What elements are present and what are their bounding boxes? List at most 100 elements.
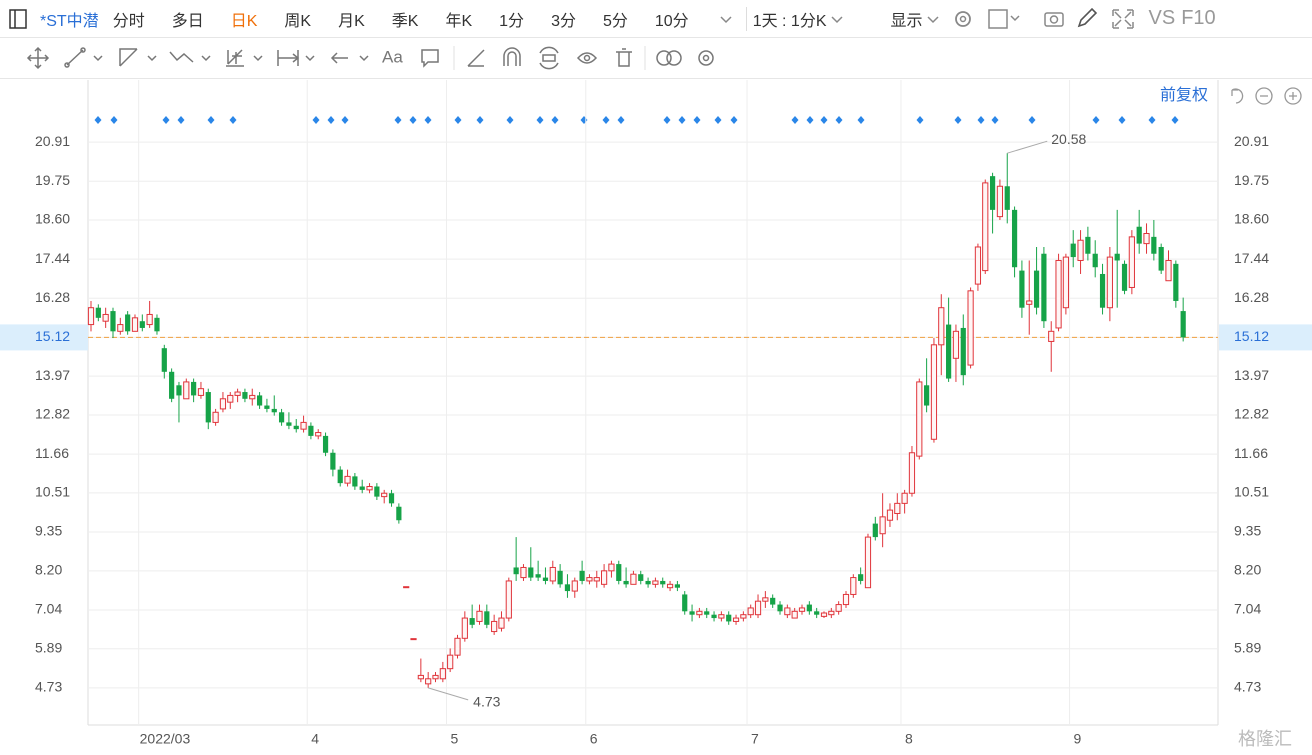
- candle-body: [87, 307, 95, 326]
- candle-body: [513, 567, 519, 575]
- candle-body: [264, 405, 270, 409]
- y-tick-label: 20.91: [35, 133, 70, 149]
- candle-body: [1158, 246, 1164, 271]
- candle-body: [146, 313, 153, 326]
- event-marker: [229, 116, 237, 124]
- candle-body: [1151, 236, 1157, 254]
- candle-body: [1114, 253, 1120, 261]
- candle-body: [476, 610, 483, 622]
- tab[interactable]: 分时: [112, 12, 145, 30]
- y2-tick-label: 17.44: [1234, 250, 1269, 266]
- event-marker: [327, 116, 335, 124]
- tab[interactable]: 季K: [391, 12, 419, 30]
- display-menu[interactable]: 显示: [890, 12, 923, 30]
- candle-body: [249, 394, 256, 400]
- event-marker: [835, 116, 843, 124]
- tab[interactable]: 日K: [230, 12, 258, 30]
- candle-body: [293, 425, 299, 430]
- f10-button[interactable]: F10: [1181, 7, 1216, 29]
- candle-body: [924, 385, 930, 406]
- candle-body: [608, 563, 615, 572]
- tab[interactable]: 年K: [445, 12, 473, 30]
- candle-body: [1121, 263, 1128, 291]
- candle-body: [271, 408, 277, 413]
- event-marker: [806, 116, 814, 124]
- interval[interactable]: 1天 : 1分K: [745, 6, 827, 31]
- candle-body: [1048, 330, 1055, 342]
- event-marker: [454, 116, 462, 124]
- zoom-controls[interactable]: [1231, 87, 1302, 105]
- candle-body: [439, 668, 446, 680]
- y2-tick-label: 16.28: [1234, 289, 1269, 305]
- tab[interactable]: 周K: [284, 12, 312, 30]
- candle-body: [996, 185, 1004, 218]
- event-marker: [1171, 116, 1179, 124]
- candle-body: [286, 422, 292, 426]
- y2-tick-label: 4.73: [1234, 679, 1261, 695]
- y2-tick-label: 9.35: [1234, 523, 1261, 539]
- candle-body: [95, 307, 101, 318]
- candle-body: [1180, 311, 1186, 338]
- candle-body: [102, 313, 109, 322]
- candle-body: [791, 610, 798, 619]
- y-tick-label: 10.51: [35, 484, 70, 500]
- candle-body: [219, 398, 227, 410]
- candle-body: [212, 411, 219, 423]
- x-tick-label: 5: [451, 731, 459, 747]
- tool-icons[interactable]: [949, 4, 1139, 34]
- candle-body: [740, 614, 747, 619]
- tab[interactable]: 1分: [499, 12, 525, 30]
- drawing-tools[interactable]: Aa: [0, 38, 740, 78]
- candle-body: [952, 330, 960, 359]
- dropdown[interactable]: [923, 9, 943, 29]
- candle-body: [125, 314, 131, 332]
- candle-body: [1092, 253, 1098, 268]
- adjust-mode[interactable]: 前复权: [1160, 86, 1208, 104]
- candle-body: [131, 317, 139, 332]
- candle-body: [498, 617, 505, 629]
- candle-body: [820, 612, 828, 617]
- event-marker: [663, 116, 671, 124]
- candle-body: [461, 617, 468, 639]
- vs-button[interactable]: VS: [1148, 7, 1176, 29]
- candle-body: [256, 395, 263, 406]
- panel-icon[interactable]: [4, 4, 34, 34]
- candle-body: [571, 580, 578, 592]
- event-marker: [94, 116, 102, 124]
- candle-body: [139, 321, 145, 328]
- dropdown[interactable]: [716, 9, 736, 29]
- candle-body: [696, 610, 703, 616]
- max-label: 20.58: [1051, 131, 1086, 147]
- candle-body: [410, 638, 417, 641]
- candle-body: [191, 381, 197, 396]
- tab[interactable]: 3分: [551, 12, 576, 30]
- candle-body: [484, 611, 490, 625]
- top-bar: *ST中潜 分时 多日 日K 周K 月K 季K 年K 1分 3分 5分 10分 1天 : 1分K 显…: [0, 0, 1312, 38]
- candle-body: [967, 290, 974, 366]
- tab[interactable]: 10分: [654, 12, 689, 30]
- event-marker: [714, 116, 722, 124]
- dropdown[interactable]: [827, 9, 847, 29]
- tab[interactable]: 月K: [338, 12, 365, 30]
- candle-body: [417, 674, 424, 680]
- tab[interactable]: 多日: [171, 12, 204, 30]
- candle-body: [908, 452, 916, 494]
- y-tick-label: 8.20: [35, 562, 62, 578]
- candle-body: [1143, 232, 1150, 245]
- candle-body: [352, 476, 358, 487]
- candle-body: [946, 324, 952, 379]
- candle-body: [176, 385, 182, 396]
- stock-name[interactable]: *ST中潜: [40, 12, 99, 30]
- candle-body: [835, 604, 842, 612]
- event-marker: [857, 116, 865, 124]
- event-marker: [409, 116, 417, 124]
- candle-body: [425, 678, 432, 685]
- candle-body: [447, 654, 454, 670]
- candle-body: [549, 566, 556, 582]
- tabs: 分时 多日 日K 周K 月K 季K 年K 1分 3分 5分 10分: [113, 7, 716, 31]
- tab[interactable]: 5分: [602, 12, 628, 30]
- y-tick-label: 17.44: [35, 250, 70, 266]
- event-marker: [1028, 116, 1036, 124]
- candle-body: [1011, 209, 1018, 268]
- candle-body: [308, 425, 314, 436]
